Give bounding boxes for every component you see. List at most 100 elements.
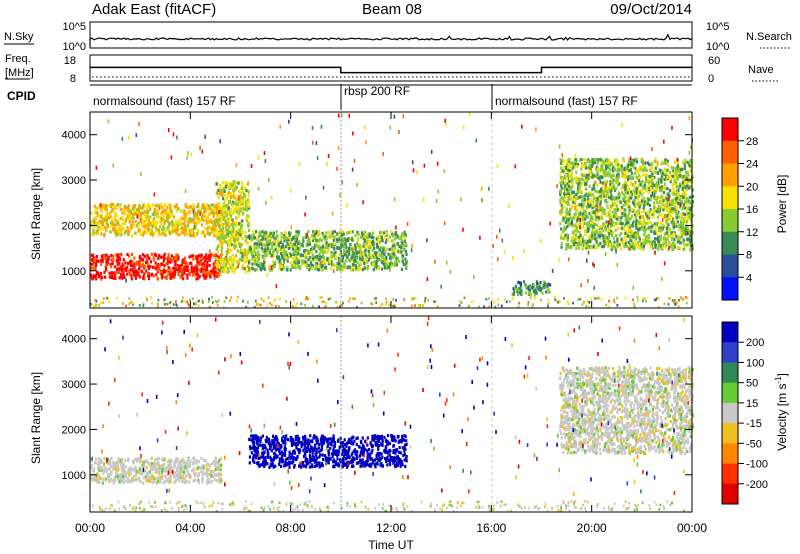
power-cell (219, 187, 222, 191)
power-cell (668, 194, 671, 198)
power-cell (378, 240, 381, 244)
power-cell (204, 209, 207, 213)
power-cell (565, 185, 568, 189)
power-cell (385, 263, 388, 267)
power-cell (107, 212, 110, 216)
power-cell (689, 159, 692, 163)
power-cell (238, 250, 242, 254)
power-cell (401, 232, 404, 236)
power-cell (655, 222, 658, 226)
power-cell (221, 222, 224, 226)
power-cell (661, 171, 664, 176)
power-cell (217, 222, 220, 226)
power-cell (301, 253, 304, 258)
power-cell (181, 231, 184, 235)
power-cell (297, 250, 300, 254)
power-cell (348, 230, 351, 234)
power-cell (161, 209, 165, 213)
power-cell (229, 215, 233, 219)
power-cell (121, 262, 124, 266)
power-cell (630, 171, 633, 175)
power-cell (595, 223, 598, 227)
power-cell (95, 277, 98, 281)
power-cell (615, 180, 618, 184)
power-cell (289, 241, 292, 246)
power-cell (634, 192, 637, 196)
power-cell (208, 224, 211, 228)
power-cell (294, 237, 297, 242)
power-cell (627, 175, 630, 179)
power-cell (195, 212, 198, 216)
power-cell (107, 203, 110, 207)
power-cell (289, 261, 292, 265)
power-cell (668, 228, 671, 232)
power-cell (659, 221, 662, 225)
power-cell (614, 168, 617, 172)
power-cell (343, 253, 346, 257)
power-cell (352, 255, 355, 259)
power-ground-cell (324, 305, 327, 308)
power-cell (246, 219, 249, 223)
power-cell (105, 263, 108, 267)
power-cell (659, 186, 662, 190)
power-cell (682, 238, 685, 242)
power-cell (531, 285, 534, 290)
power-cell (655, 184, 658, 188)
power-cell (282, 247, 285, 251)
power-cell (175, 204, 178, 208)
power-cell (193, 214, 196, 218)
power-cell (639, 203, 642, 207)
power-cell (565, 193, 568, 197)
power-cell (404, 257, 407, 261)
power-cell (151, 230, 154, 234)
power-cell (332, 252, 335, 256)
power-cell (375, 260, 378, 264)
power-cell (244, 208, 247, 212)
power-cell (601, 212, 604, 216)
power-ground-cell (597, 296, 600, 300)
power-cell (524, 285, 528, 289)
power-cell (243, 252, 246, 257)
power-cell (389, 253, 392, 257)
power-cell (91, 277, 94, 281)
power-cell (263, 252, 266, 256)
power-cell (268, 268, 271, 272)
power-cell (572, 200, 575, 205)
power-cell (582, 221, 585, 225)
power-cell (389, 257, 392, 261)
power-cell (311, 236, 314, 240)
power-cell (350, 256, 353, 260)
power-cell (302, 239, 305, 243)
power-cell (637, 245, 640, 250)
power-cell (616, 204, 619, 208)
power-cell (283, 258, 286, 262)
power-cell (584, 232, 587, 236)
power-cell (575, 246, 578, 250)
power-cell (297, 265, 300, 269)
power-cell (207, 226, 210, 230)
nave-label: Nave (748, 64, 774, 76)
power-cell (104, 268, 108, 272)
power-cell (636, 213, 639, 217)
power-cell (160, 270, 163, 274)
power-cell (646, 188, 649, 192)
power-cell (276, 256, 279, 260)
power-cell (575, 170, 578, 174)
power-cell (271, 243, 274, 247)
power-cell (186, 276, 189, 280)
power-cell (257, 250, 260, 254)
power-cell (672, 187, 675, 191)
power-cell (158, 265, 161, 269)
power-cell (286, 241, 289, 245)
power-cell (364, 235, 368, 239)
power-cell (190, 220, 193, 224)
power-cell (149, 204, 152, 208)
power-cell (607, 166, 610, 170)
power-cell (568, 212, 571, 216)
power-cell (683, 244, 686, 248)
power-cell (567, 243, 570, 247)
power-cell (95, 211, 98, 215)
power-cell (598, 216, 601, 220)
power-cell (108, 271, 111, 275)
power-cell (567, 157, 570, 162)
